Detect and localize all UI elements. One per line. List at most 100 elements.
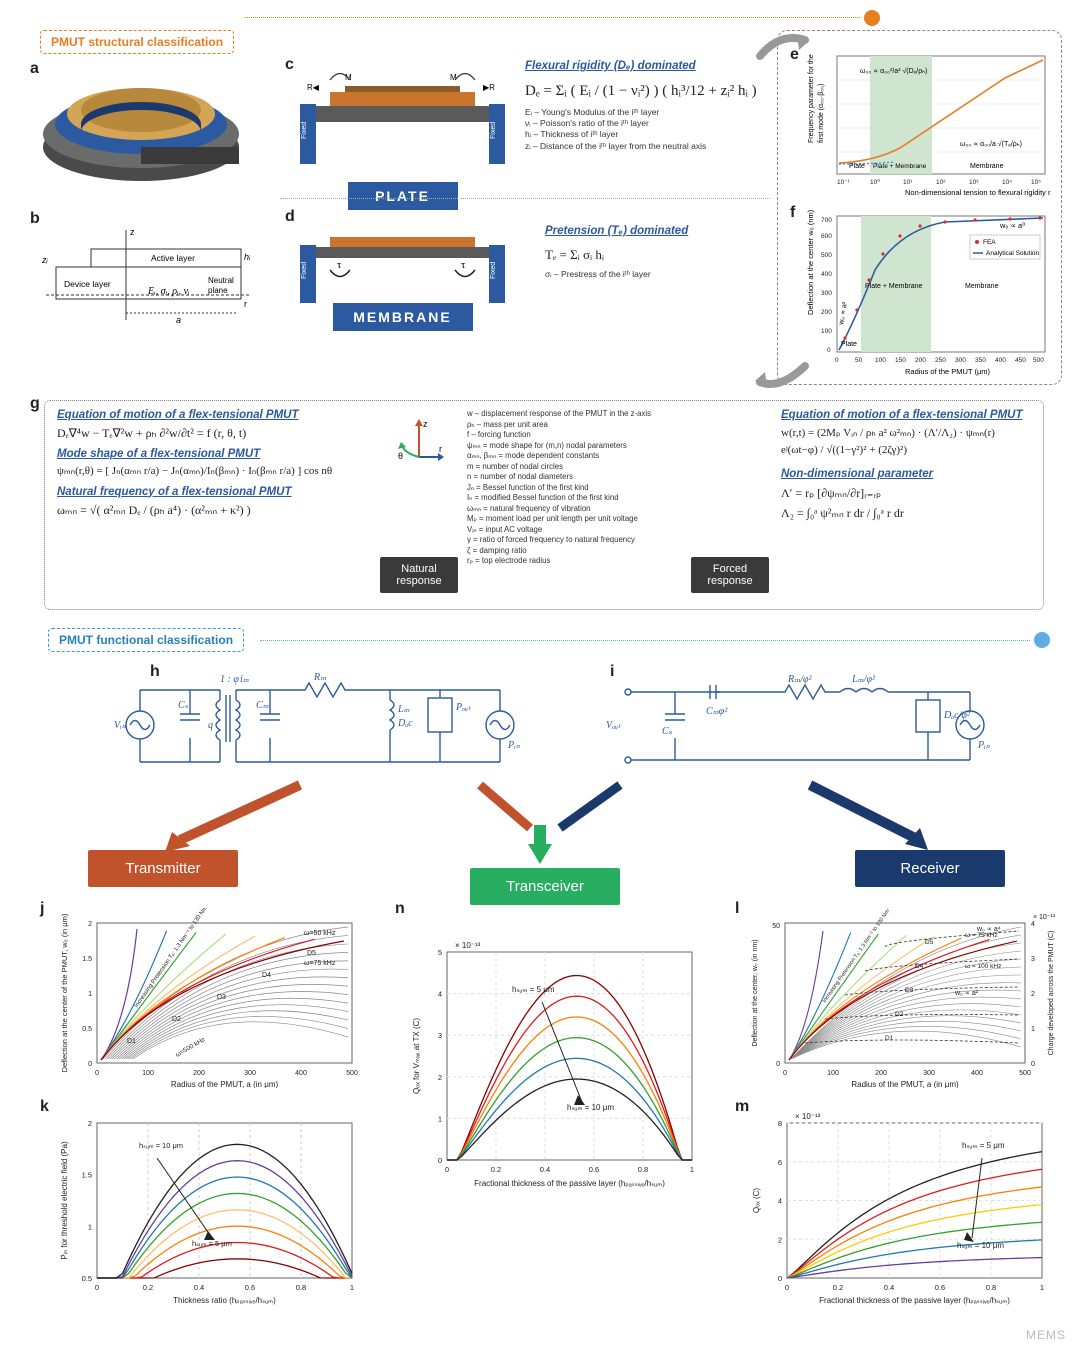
curved-arrow-top [755,28,810,63]
svg-text:Dₐc: Dₐc [397,718,413,729]
svg-text:1: 1 [690,1165,694,1174]
transmitter-box: Transmitter [88,850,238,887]
svg-text:0.8: 0.8 [296,1283,306,1292]
svg-text:Deflection at the center of th: Deflection at the center of the PMUT, w₀… [60,913,69,1072]
svg-text:hₛᵤₘ = 10 μm: hₛᵤₘ = 10 μm [957,1241,1004,1250]
svg-text:400: 400 [971,1070,983,1077]
svg-text:D4: D4 [915,963,924,970]
definition-line: ζ = damping ratio [467,546,679,557]
svg-text:400: 400 [295,1070,307,1077]
g-right-t2: Non-dimensional parameter [781,468,1031,480]
svg-text:Pᵢₙ: Pᵢₙ [977,740,990,751]
g-right-e3: Λ₂ = ∫₀ᵃ ψ²ₘₙ r dr / ∫₀ᵃ r dr [781,504,1031,522]
svg-text:0.4: 0.4 [540,1165,550,1174]
panel-m-chart: 00.20.40.60.8102468× 10⁻¹³Fractional thi… [745,1106,1060,1306]
svg-text:Fractional thickness of the pa: Fractional thickness of the passive laye… [474,1179,665,1188]
definition-line: n = number of nodal diameters [467,472,679,483]
svg-text:Lₘ/φ²: Lₘ/φ² [851,674,876,685]
label-d: d [285,208,295,226]
svg-text:0: 0 [785,1283,789,1292]
svg-text:4: 4 [778,1197,782,1206]
svg-text:0.2: 0.2 [143,1283,153,1292]
svg-text:500: 500 [821,252,832,259]
definition-line: w – displacement response of the PMUT in… [467,409,679,420]
g-right-e2: Λʹ = rₚ [∂ψₘₙ/∂r]ᵣ₌ᵣₚ [781,484,1031,502]
g-right-e1: w(r,t) = (2Mₚ Vᵢₙ / ρₕ a² ω²ₘₙ) · (Λʹ/Λ₂… [781,425,1031,458]
axes-icon: zrθ [394,417,444,467]
svg-text:0: 0 [827,347,831,354]
svg-text:200: 200 [193,1070,205,1077]
svg-text:10²: 10² [936,179,946,186]
svg-text:300: 300 [821,290,832,297]
svg-text:0: 0 [783,1070,787,1077]
svg-text:τ: τ [337,259,342,271]
svg-text:hₛᵤₘ = 5 μm: hₛᵤₘ = 5 μm [962,1141,1005,1150]
panel-k-chart: 00.20.40.60.810.511.52Thickness ratio (h… [55,1106,365,1306]
svg-text:0.5: 0.5 [82,1274,92,1283]
svg-text:4: 4 [1031,921,1035,928]
svg-text:Fixed: Fixed [490,262,497,279]
pret-leg1: σᵢ – Prestress of the iᵗʰ layer [545,269,770,280]
section2-title: PMUT functional classification [59,633,233,647]
svg-text:0: 0 [95,1070,99,1077]
g-definitions: w – displacement response of the PMUT in… [467,409,679,601]
section1-tag: PMUT structural classification [40,30,234,54]
definition-line: m = number of nodal circles [467,462,679,473]
svg-text:10¹: 10¹ [903,179,913,186]
svg-text:q: q [208,720,213,731]
forced-response-box: Forced response [691,557,769,593]
svg-text:0.4: 0.4 [884,1283,894,1292]
svg-text:200: 200 [875,1070,887,1077]
panel-g-box: Equation of motion of a flex-tensional P… [44,400,1044,610]
svg-text:10⁵: 10⁵ [1031,179,1041,186]
panel-n-chart: 00.20.40.60.81012345× 10⁻¹³Fractional th… [405,930,705,1190]
svg-text:Plate: Plate [841,341,857,348]
svg-text:Thickness ratio (hₚₐₛₛᵢᵥₑ/hₛᵤₘ: Thickness ratio (hₚₐₛₛᵢᵥₑ/hₛᵤₘ) [173,1296,276,1305]
membrane-diagram: Fixed Fixed τ τ MEMBRANE [295,215,510,335]
svg-text:w₀ ∝ a²: w₀ ∝ a² [954,990,979,997]
svg-text:D3: D3 [905,987,914,994]
definition-line: rₚ = top electrode radius [467,556,679,567]
svg-text:Rₘ/φ²: Rₘ/φ² [787,674,813,685]
svg-text:hₛᵤₘ = 5 μm: hₛᵤₘ = 5 μm [512,985,555,994]
svg-text:0.5: 0.5 [82,1026,92,1033]
svg-text:300: 300 [923,1070,935,1077]
svg-text:D1: D1 [885,1035,894,1042]
svg-text:Pᵢₙ for threshold electric fie: Pᵢₙ for threshold electric field (Pa) [60,1141,69,1260]
g-left-t1: Equation of motion of a flex-tensional P… [57,409,367,421]
pretension-formula: Tₑ = Σᵢ σᵢ hᵢ [545,245,770,265]
svg-text:Pₒᵤₜ: Pₒᵤₜ [455,702,472,713]
svg-text:450: 450 [1015,357,1026,364]
svg-text:Analytical Solution: Analytical Solution [986,250,1039,257]
svg-text:D4: D4 [262,972,271,979]
svg-text:150: 150 [895,357,906,364]
svg-text:1: 1 [1031,1026,1035,1033]
svg-text:0.4: 0.4 [194,1283,204,1292]
svg-text:500: 500 [346,1070,358,1077]
svg-text:Cₘφ²: Cₘφ² [706,706,728,717]
panel-j-chart: 010020030040050000.511.52Radius of the P… [55,908,365,1088]
svg-text:M: M [450,73,457,82]
svg-text:200: 200 [915,357,926,364]
svg-text:Cₘ: Cₘ [256,700,269,711]
svg-text:plane: plane [208,286,228,295]
svg-text:0: 0 [776,1061,780,1068]
svg-text:D2: D2 [172,1016,181,1023]
dot-blue [1034,632,1050,648]
z-axis: z [130,227,135,237]
svg-text:0.6: 0.6 [589,1165,599,1174]
definition-line: ρₕ – mass per unit area [467,420,679,431]
svg-text:2: 2 [88,1119,92,1128]
svg-text:Charge developed across the PM: Charge developed across the PMUT (C) [1048,931,1055,1056]
svg-text:500: 500 [1019,1070,1031,1077]
svg-text:0: 0 [438,1156,442,1165]
svg-text:0: 0 [445,1165,449,1174]
svg-text:hᵢ: hᵢ [244,252,251,262]
svg-text:8: 8 [778,1119,782,1128]
svg-text:Cₛ: Cₛ [662,726,673,737]
svg-text:300: 300 [955,357,966,364]
svg-text:r: r [244,299,247,309]
svg-text:ω = 75 kHz: ω = 75 kHz [965,932,998,939]
section2-tag: PMUT functional classification [48,628,244,652]
svg-text:Vᵢₙ: Vᵢₙ [114,720,126,731]
